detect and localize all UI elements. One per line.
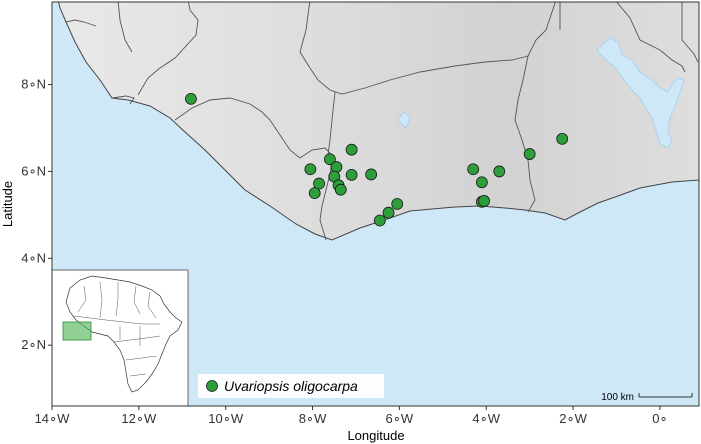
occurrence-point — [365, 168, 378, 181]
inset-map — [52, 269, 189, 406]
occurrence-point — [308, 187, 321, 200]
scale-bar-label: 100 km — [601, 392, 634, 403]
occurrence-point — [373, 214, 386, 227]
lake-volta — [596, 37, 685, 149]
y-tick-label: 2∘N — [21, 337, 46, 352]
occurrence-point — [382, 206, 395, 219]
scale-bar: 100 km — [601, 392, 693, 403]
y-tick-label: 4∘N — [21, 250, 46, 265]
panel-border — [51, 1, 700, 407]
map-panel: Uvariopsis oligocarpa 100 km — [52, 2, 699, 406]
occurrence-point — [334, 183, 347, 196]
x-tick-label: 0∘ — [652, 411, 667, 426]
occurrence-point — [391, 198, 404, 210]
land — [57, 2, 699, 241]
occurrence-point — [475, 176, 488, 189]
occurrence-point — [324, 153, 336, 166]
occurrence-point — [467, 163, 480, 176]
lake-kossou — [397, 111, 411, 129]
x-axis: 14∘W 12∘W 10∘W 8∘W 6∘W 4∘W 2∘W 0∘ — [35, 406, 668, 426]
x-tick-label: 14∘W — [35, 411, 71, 426]
x-tick-label: 6∘W — [386, 411, 414, 426]
inset-highlight — [62, 321, 92, 341]
legend-box — [198, 374, 384, 398]
occurrence-point — [313, 177, 325, 190]
y-axis: 2∘N 4∘N 6∘N 8∘N — [21, 77, 52, 352]
country-borders — [65, 2, 699, 241]
occurrence-point — [185, 92, 197, 105]
x-axis-title: Longitude — [347, 428, 404, 443]
x-tick-label: 2∘W — [559, 411, 587, 426]
legend: Uvariopsis oligocarpa — [198, 374, 384, 398]
inset-borders — [73, 281, 161, 377]
x-tick-label: 4∘W — [472, 411, 500, 426]
y-axis-title: Latitude — [0, 181, 15, 227]
legend-label: Uvariopsis oligocarpa — [224, 378, 358, 394]
y-tick-label: 6∘N — [21, 163, 46, 178]
occurrence-points — [185, 92, 569, 227]
occurrence-point — [556, 132, 569, 145]
occurrence-point — [478, 195, 490, 207]
x-tick-label: 12∘W — [121, 411, 157, 426]
occurrence-point — [330, 161, 343, 173]
occurrence-point — [345, 143, 358, 156]
inset-africa-outline — [65, 275, 183, 393]
x-tick-label: 8∘W — [299, 411, 327, 426]
x-tick-label: 10∘W — [208, 411, 244, 426]
occurrence-point — [493, 165, 506, 178]
legend-marker — [206, 380, 218, 392]
y-tick-label: 8∘N — [21, 77, 46, 92]
occurrence-point — [523, 148, 536, 160]
occurrence-point — [304, 163, 317, 176]
occurrence-point — [345, 168, 358, 181]
